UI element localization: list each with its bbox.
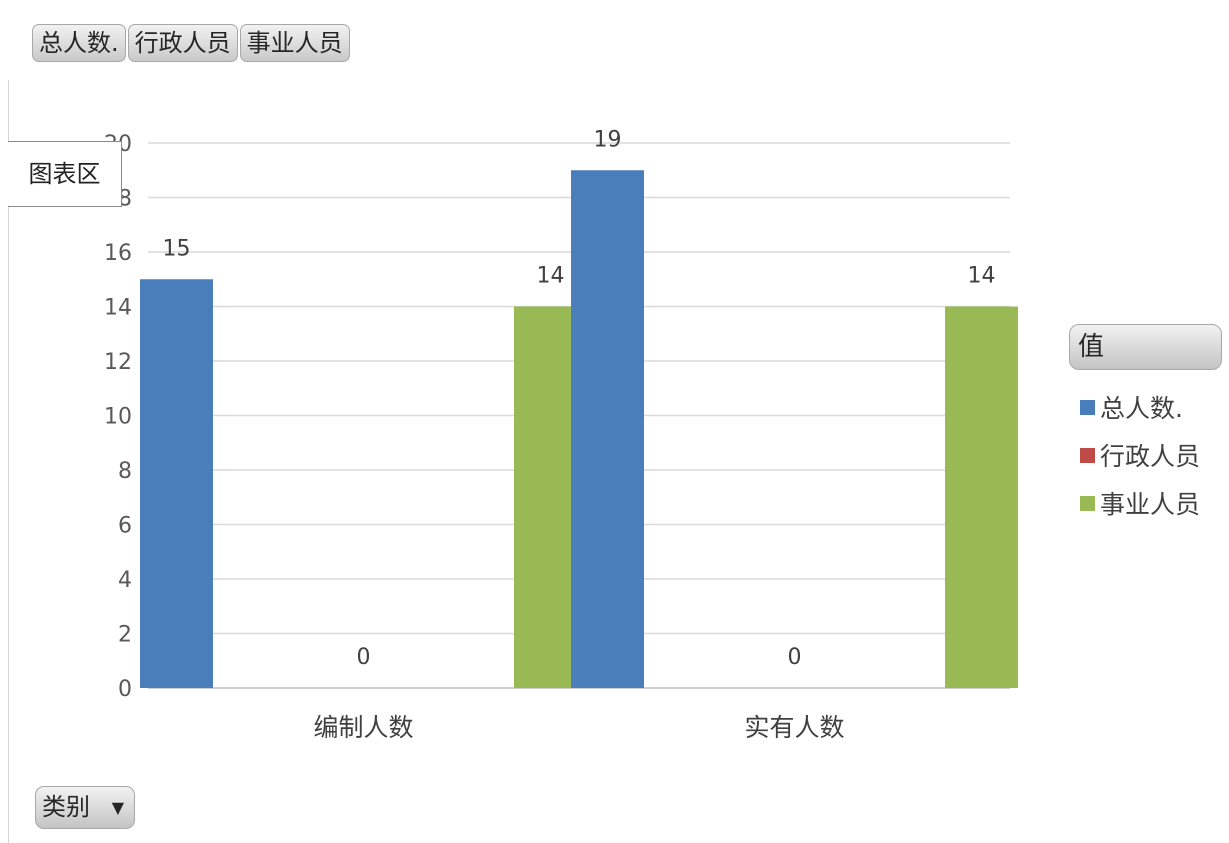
y-tick-label: 6 [118,514,132,539]
y-tick-label: 14 [104,296,132,321]
data-label: 14 [968,264,996,289]
legend-field-button[interactable]: 值 [1069,324,1222,370]
dropdown-arrow-icon: ▼ [111,798,124,817]
y-tick-label: 8 [118,459,132,484]
data-label: 19 [594,127,622,152]
series-field-buttons: 总人数. 行政人员 事业人员 [32,24,350,62]
pane-border [8,80,9,843]
y-tick-label: 4 [118,568,132,593]
category-field-label: 类别 [42,793,90,821]
y-tick-label: 12 [104,350,132,375]
y-tick-label: 16 [104,241,132,266]
y-tick-label: 2 [118,623,132,648]
legend-swatch-total [1080,399,1095,415]
legend-swatch-career [1080,495,1095,511]
category-field-button[interactable]: 类别 ▼ [35,786,135,829]
data-label: 0 [357,645,371,670]
legend-label-admin: 行政人员 [1100,442,1201,471]
y-tick-label: 10 [104,405,132,430]
legend-item-admin[interactable]: 行政人员 [1080,431,1200,479]
x-category-label: 实有人数 [744,713,844,742]
data-label: 0 [788,645,802,670]
bar[interactable] [571,170,644,688]
x-category-label: 编制人数 [313,713,413,742]
field-button-total[interactable]: 总人数. [32,24,126,62]
legend: 总人数. 行政人员 事业人员 [1080,383,1200,527]
bar[interactable] [140,279,213,688]
legend-item-total[interactable]: 总人数. [1080,383,1200,431]
legend-label-total: 总人数. [1100,394,1183,423]
legend-swatch-admin [1080,447,1095,463]
data-label: 15 [163,236,191,261]
field-button-career[interactable]: 事业人员 [239,24,350,62]
legend-item-career[interactable]: 事业人员 [1080,479,1200,527]
bar[interactable] [945,306,1018,689]
data-label: 14 [537,264,565,289]
chart-area-tooltip: 图表区 [8,141,122,207]
y-tick-label: 0 [118,677,132,702]
field-button-admin[interactable]: 行政人员 [127,24,238,62]
legend-label-career: 事业人员 [1100,490,1201,519]
